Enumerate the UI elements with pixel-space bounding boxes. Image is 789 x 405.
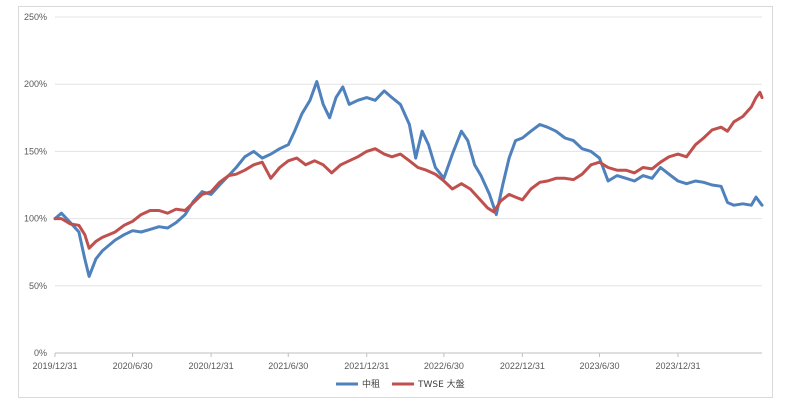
- x-tick-label: 2019/12/31: [32, 361, 77, 371]
- x-tick-label: 2020/12/31: [189, 361, 234, 371]
- series-line-1: [53, 80, 764, 278]
- y-tick-label: 250%: [24, 12, 47, 22]
- legend-label-1: 中租: [362, 378, 380, 390]
- x-tick-label: 2022/6/30: [424, 361, 464, 371]
- series-line-2: [53, 90, 764, 250]
- chart-frame: [18, 6, 773, 398]
- legend-label-2: TWSE 大盤: [417, 378, 465, 390]
- x-tick-label: 2023/6/30: [580, 361, 620, 371]
- y-tick-label: 100%: [24, 214, 47, 224]
- x-tick-label: 2023/12/31: [655, 361, 700, 371]
- y-tick-label: 0%: [34, 348, 47, 358]
- x-tick-label: 2021/12/31: [344, 361, 389, 371]
- y-tick-label: 50%: [29, 281, 47, 291]
- y-tick-label: 150%: [24, 146, 47, 156]
- x-tick-label: 2022/12/31: [500, 361, 545, 371]
- y-tick-label: 200%: [24, 79, 47, 89]
- x-tick-label: 2021/6/30: [268, 361, 308, 371]
- x-tick-label: 2020/6/30: [113, 361, 153, 371]
